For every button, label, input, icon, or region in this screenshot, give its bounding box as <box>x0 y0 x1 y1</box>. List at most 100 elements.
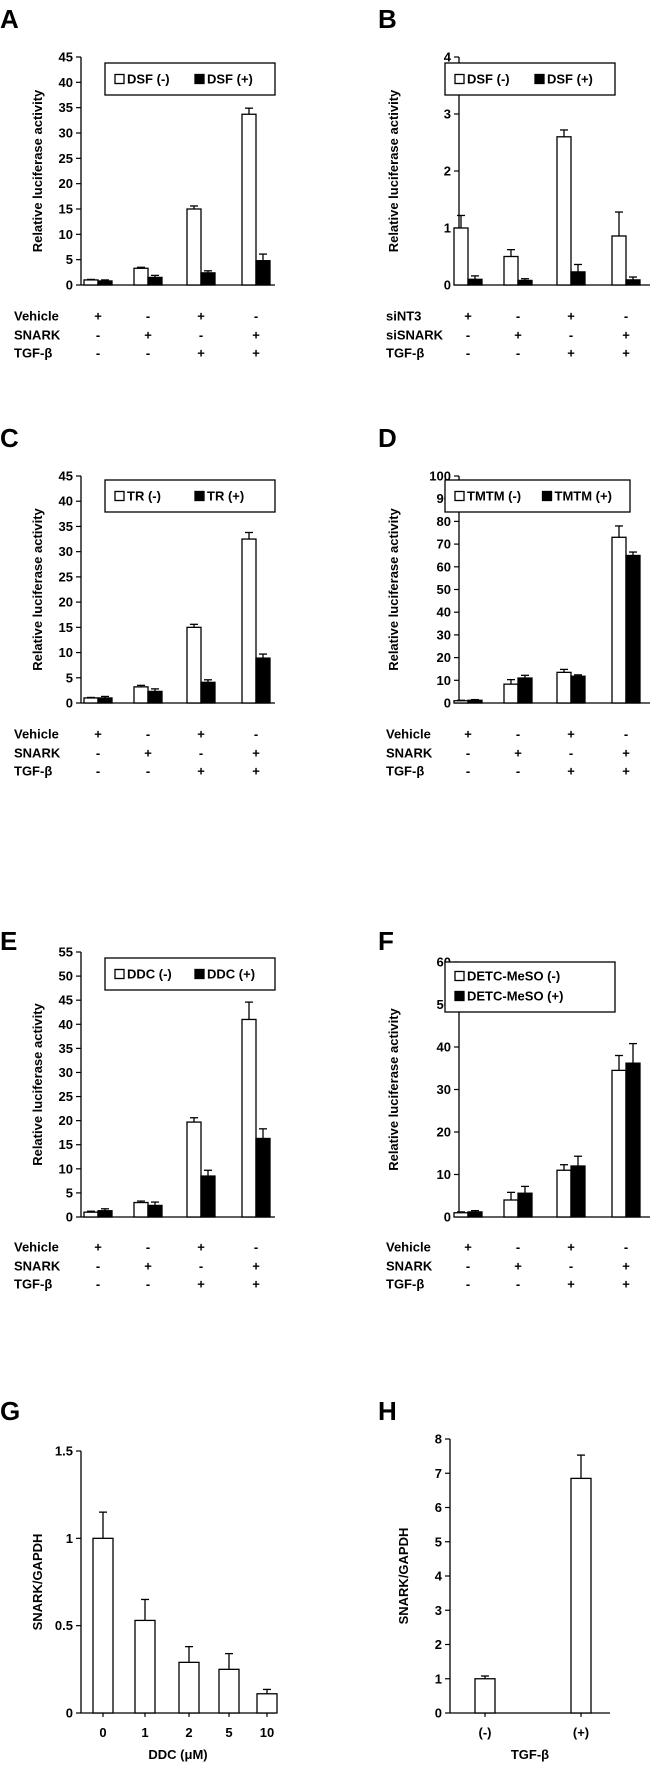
condition-sign: + <box>622 764 630 779</box>
y-tick-label: 25 <box>59 1089 73 1104</box>
condition-sign: - <box>254 727 258 742</box>
y-tick-label: 40 <box>59 75 73 90</box>
y-tick-label: 30 <box>437 627 451 642</box>
bar-control <box>83 1211 99 1218</box>
condition-sign: + <box>252 328 260 343</box>
y-tick-label: 20 <box>59 176 73 191</box>
y-tick-label: 1 <box>435 1671 442 1686</box>
y-tick-label: 3 <box>435 1603 442 1618</box>
bar-control <box>241 1018 257 1218</box>
panel-a: A 0 5 10 15 20 25 30 35 40 45 Relative luciferase a… <box>0 4 276 361</box>
legend-swatch <box>114 968 125 980</box>
y-tick-label: 0 <box>66 1210 73 1225</box>
panel-g: G 0 0.5 1 1.5 SNARK/GAPDH 0 1 2 5 10 DDC (μM) <box>0 1396 278 1762</box>
condition-label: Vehicle <box>14 727 59 742</box>
condition-sign: - <box>624 1240 628 1255</box>
legend-box <box>104 62 276 96</box>
condition-sign: + <box>94 727 102 742</box>
y-tick-label: 0.5 <box>55 1618 73 1633</box>
panel-label: E <box>0 926 17 956</box>
condition-label: SNARK <box>14 1259 61 1274</box>
condition-sign: - <box>254 1240 258 1255</box>
condition-sign: - <box>146 1277 150 1292</box>
bar-treated <box>200 681 216 704</box>
bar-treated <box>570 271 586 286</box>
bar-control <box>92 1537 114 1714</box>
bar-treated <box>467 1211 483 1218</box>
legend-entry: TR (+) <box>207 489 244 504</box>
y-tick-label: 5 <box>66 1185 73 1200</box>
y-tick-label: 35 <box>59 1041 73 1056</box>
y-tick-label: 15 <box>59 202 73 217</box>
condition-sign: + <box>622 746 630 761</box>
condition-sign: + <box>252 1277 260 1292</box>
condition-label: TGF-β <box>14 1277 52 1292</box>
bar-control <box>474 1678 496 1714</box>
legend-entry: DDC (+) <box>207 967 255 982</box>
panel-label: D <box>378 423 397 453</box>
legend-swatch <box>454 490 465 502</box>
y-tick-label: 60 <box>437 559 451 574</box>
y-tick-label: 1 <box>444 221 451 236</box>
legend: TR (-) TR (+) <box>104 479 276 513</box>
y-tick-label: 20 <box>59 595 73 610</box>
condition-sign: - <box>516 1240 520 1255</box>
condition-sign: - <box>146 346 150 361</box>
bar-treated <box>255 1137 271 1218</box>
condition-sign: - <box>516 1277 520 1292</box>
condition-sign: - <box>466 1259 470 1274</box>
y-tick-label: 45 <box>59 993 73 1008</box>
condition-sign: + <box>464 1240 472 1255</box>
y-axis-label: Relative luciferase activity <box>386 1007 401 1170</box>
bar-control <box>453 227 469 286</box>
condition-label: TGF-β <box>14 346 52 361</box>
bar-control <box>556 671 572 704</box>
y-tick-label: 45 <box>59 469 73 484</box>
legend-swatch <box>114 490 125 502</box>
x-tick-label: 5 <box>225 1725 232 1740</box>
condition-sign: - <box>516 727 520 742</box>
condition-label: siSNARK <box>386 328 444 343</box>
bar-control <box>186 1121 202 1218</box>
bar-treated <box>200 272 216 286</box>
legend-swatch <box>114 73 125 85</box>
legend-entry: DSF (-) <box>127 72 170 87</box>
condition-sign: + <box>252 746 260 761</box>
condition-sign: - <box>96 328 100 343</box>
bar-control <box>186 208 202 286</box>
condition-sign: + <box>567 346 575 361</box>
condition-sign: + <box>514 328 522 343</box>
condition-sign: - <box>624 727 628 742</box>
bar-control <box>503 683 519 704</box>
y-tick-label: 20 <box>437 1125 451 1140</box>
y-tick-label: 50 <box>59 969 73 984</box>
bar-control <box>83 697 99 704</box>
bar-treated <box>97 280 113 286</box>
legend-swatch <box>541 490 553 502</box>
y-tick-label: 2 <box>435 1637 442 1652</box>
bar-control <box>133 686 149 704</box>
legend-entry: TR (-) <box>127 489 161 504</box>
panel-label: F <box>378 926 394 956</box>
bar-treated <box>147 276 163 286</box>
condition-sign: - <box>96 764 100 779</box>
y-tick-label: 10 <box>437 1167 451 1182</box>
y-tick-label: 80 <box>437 514 451 529</box>
legend-box <box>444 961 616 1013</box>
condition-sign: - <box>569 328 573 343</box>
y-tick-label: 55 <box>59 945 73 960</box>
bar-treated <box>200 1175 216 1218</box>
x-axis-label: DDC (μM) <box>148 1747 207 1762</box>
condition-sign: - <box>466 346 470 361</box>
bar-control <box>218 1668 240 1714</box>
legend-entry: DSF (+) <box>207 72 253 87</box>
bar-treated <box>517 1192 533 1218</box>
legend-swatch <box>454 990 465 1002</box>
bar-control <box>611 1069 627 1218</box>
condition-sign: + <box>514 1259 522 1274</box>
legend: DETC-MeSO (-) DETC-MeSO (+) <box>444 961 616 1013</box>
condition-sign: - <box>146 309 150 324</box>
legend: TMTM (-) TMTM (+) <box>444 479 631 513</box>
condition-label: TGF-β <box>386 1277 424 1292</box>
bar-treated <box>570 1165 586 1218</box>
